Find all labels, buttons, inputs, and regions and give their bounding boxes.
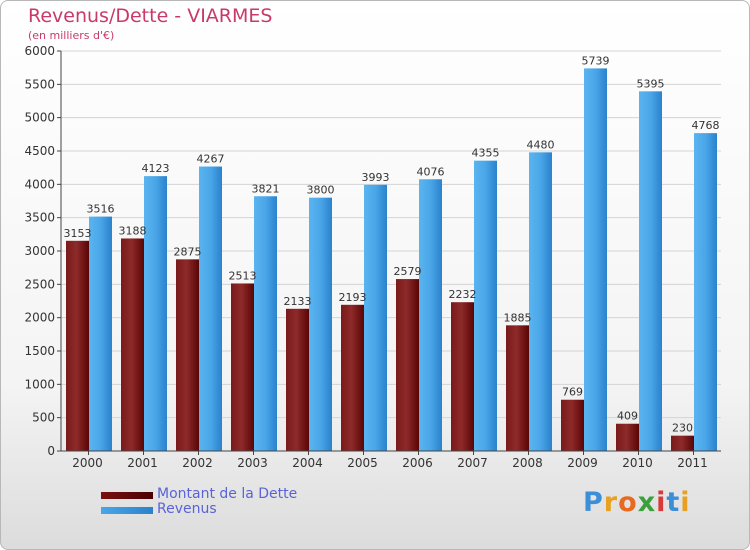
data-label-revenus: 4768 [692,119,720,132]
bar-dette [176,259,199,451]
data-label-dette: 2513 [229,269,257,282]
bar-revenus [639,91,662,451]
legend-label-dette: Montant de la Dette [157,486,298,502]
bar-revenus [309,197,332,451]
bar-dette [341,304,364,451]
bar-revenus [474,160,497,451]
bar-revenus [254,196,277,451]
data-label-revenus: 4123 [142,162,170,175]
bar-revenus [694,133,717,451]
bars [66,68,717,452]
bar-revenus [364,184,387,452]
data-label-revenus: 3993 [362,171,390,184]
y-tick-label: 0 [47,444,55,458]
data-label-dette: 3153 [64,227,92,240]
bar-revenus [199,166,222,452]
bar-dette [561,399,584,451]
bar-dette [121,238,144,451]
bar-dette [231,283,254,451]
logo-letter: t [666,487,681,518]
data-label-dette: 2875 [174,245,202,258]
y-tick-label: 2000 [24,311,55,325]
data-label-revenus: 3516 [87,203,115,216]
y-tick-label: 5000 [24,111,55,125]
x-tick-label: 2011 [677,456,708,470]
y-tick-label: 4000 [24,177,55,191]
logo-letter: o [618,487,638,518]
value-labels: 3153 3516 3188 4123 2875 4267 2513 3821 2133 3800… [64,54,720,434]
axes: 0 500 1000 1500 2000 2500 3000 3500 4000 4500 5000… [24,44,721,470]
legend-swatch-dette [101,492,153,499]
logo-letter: P [583,487,604,518]
y-tick-label: 6000 [24,44,55,58]
data-label-revenus: 4480 [527,138,555,151]
x-tick-label: 2007 [457,456,488,470]
bar-dette [66,240,89,451]
logo-letter: i [680,487,691,518]
data-label-revenus: 3821 [252,182,280,195]
bar-dette [396,279,419,451]
bar-dette [451,302,474,451]
data-label-revenus: 4267 [197,153,225,166]
data-label-dette: 769 [562,386,583,399]
bar-dette [506,325,529,451]
y-tick-label: 3000 [24,244,55,258]
y-tick-label: 4500 [24,144,55,158]
data-label-revenus: 4076 [417,165,445,178]
data-label-dette: 2133 [284,295,312,308]
x-tick-label: 2008 [512,456,543,470]
data-label-dette: 2232 [449,288,477,301]
bar-revenus [529,152,552,452]
x-tick-label: 2003 [237,456,268,470]
logo-letter: x [637,487,657,518]
data-label-dette: 2579 [394,265,422,278]
y-tick-label: 500 [32,411,55,425]
x-tick-label: 2004 [292,456,323,470]
x-tick-label: 2006 [402,456,433,470]
y-tick-label: 1000 [24,377,55,391]
data-label-revenus: 5395 [637,77,665,90]
data-label-dette: 409 [617,410,638,423]
bar-revenus [144,176,167,451]
x-tick-label: 2010 [622,456,653,470]
y-tick-label: 5500 [24,77,55,91]
bar-revenus [419,179,442,451]
data-label-dette: 2193 [339,291,367,304]
x-tick-label: 2001 [127,456,158,470]
bar-dette [616,423,639,451]
data-label-revenus: 4355 [472,147,500,160]
legend-label-revenus: Revenus [157,501,217,517]
logo-letter: i [656,487,667,518]
y-tick-label: 2500 [24,277,55,291]
y-tick-label: 3500 [24,211,55,225]
x-tick-label: 2009 [567,456,598,470]
grid-lines [57,50,721,452]
chart-subtitle: (en milliers d'€) [28,29,115,42]
x-tick-label: 2002 [182,456,213,470]
data-label-dette: 230 [672,422,693,435]
proxiti-logo: Proxiti [583,487,691,518]
y-tick-label: 1500 [24,344,55,358]
legend-swatch-revenus [101,507,153,514]
chart-title: Revenus/Dette - VIARMES [28,5,273,27]
x-tick-label: 2000 [72,456,103,470]
bar-dette [286,308,309,451]
x-tick-label: 2005 [347,456,378,470]
data-label-dette: 1885 [504,311,532,324]
data-label-revenus: 5739 [582,54,610,67]
bar-dette [671,435,694,451]
bar-revenus [89,216,112,451]
logo-letter: r [603,487,619,518]
data-label-revenus: 3800 [307,184,335,197]
data-label-dette: 3188 [119,224,147,237]
bar-revenus [584,68,607,452]
